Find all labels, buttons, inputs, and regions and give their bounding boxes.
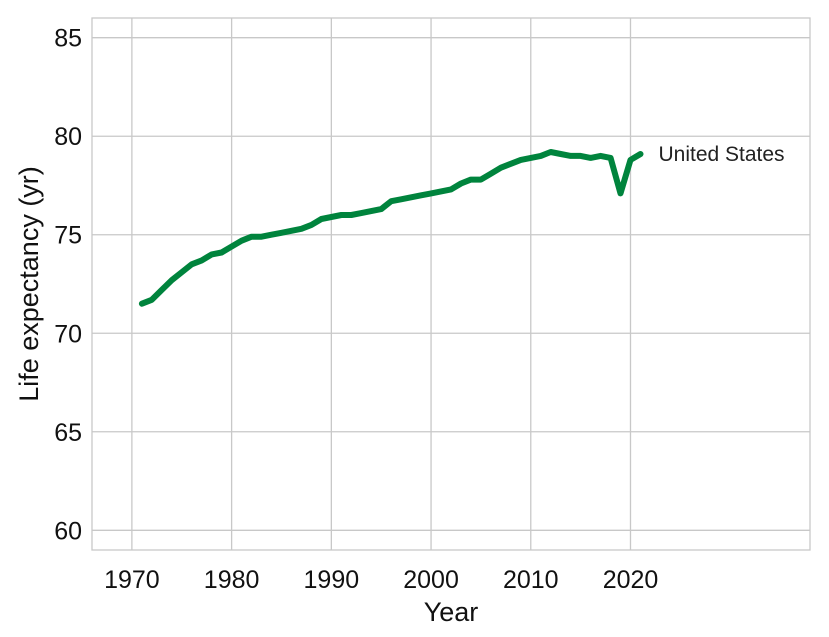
plot-panel-border	[91, 17, 811, 551]
x-tick-label-1980: 1980	[204, 566, 260, 594]
series-layer: United States	[138, 143, 785, 307]
x-axis-title: Year	[424, 597, 479, 627]
x-tick-label-1990: 1990	[304, 566, 360, 594]
y-tick-label-75: 75	[54, 222, 82, 250]
y-tick-label-80: 80	[54, 123, 82, 151]
y-tick-label-65: 65	[54, 419, 82, 447]
series-line-0	[138, 149, 644, 307]
x-tick-label-2020: 2020	[603, 566, 659, 594]
y-tick-label-85: 85	[54, 25, 82, 53]
y-axis-title: Life expectancy (yr)	[14, 166, 44, 402]
y-axis-tick-labels: 60 65 70 75 80 85	[54, 25, 82, 546]
x-tick-label-1970: 1970	[104, 566, 160, 594]
y-tick-label-70: 70	[54, 320, 82, 348]
horizontal-gridlines	[92, 37, 810, 531]
vertical-gridlines	[131, 18, 632, 550]
x-tick-label-2000: 2000	[403, 566, 459, 594]
x-axis-tick-labels: 1970 1980 1990 2000 2010 2020	[104, 566, 658, 594]
y-tick-label-60: 60	[54, 517, 82, 545]
series-label: United States	[658, 143, 784, 166]
x-tick-label-2010: 2010	[503, 566, 559, 594]
plot-area: United States	[91, 17, 811, 551]
